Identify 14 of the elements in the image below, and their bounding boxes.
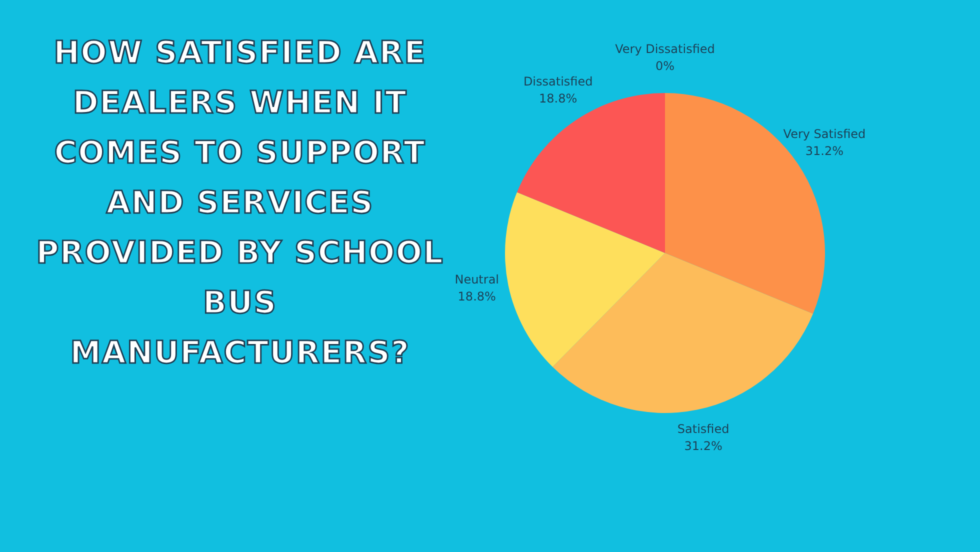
data-label: 18.8% bbox=[539, 92, 578, 106]
category-label: Very Dissatisfied bbox=[615, 42, 715, 56]
pie-slice bbox=[552, 253, 814, 413]
slice-label: Dissatisfied bbox=[523, 74, 593, 89]
pie-slice bbox=[505, 192, 665, 367]
data-label: 18.8% bbox=[458, 289, 496, 304]
slice-label: Satisfied bbox=[677, 422, 730, 436]
slice-label: Very Satisfied bbox=[783, 127, 866, 142]
data-label: 31.2% bbox=[805, 144, 844, 158]
slice-label: Neutral bbox=[454, 272, 500, 286]
text: HOW SATISFIED ARE DEALERS WHEN IT COMES TO SUPPORT AND SERVICES PROVIDED BY SCHOOL BUS MANUFACTURERS? bbox=[35, 34, 445, 373]
text: 0% bbox=[655, 59, 675, 73]
pie-slice bbox=[516, 93, 665, 253]
data-label: 31.2% bbox=[684, 439, 722, 454]
